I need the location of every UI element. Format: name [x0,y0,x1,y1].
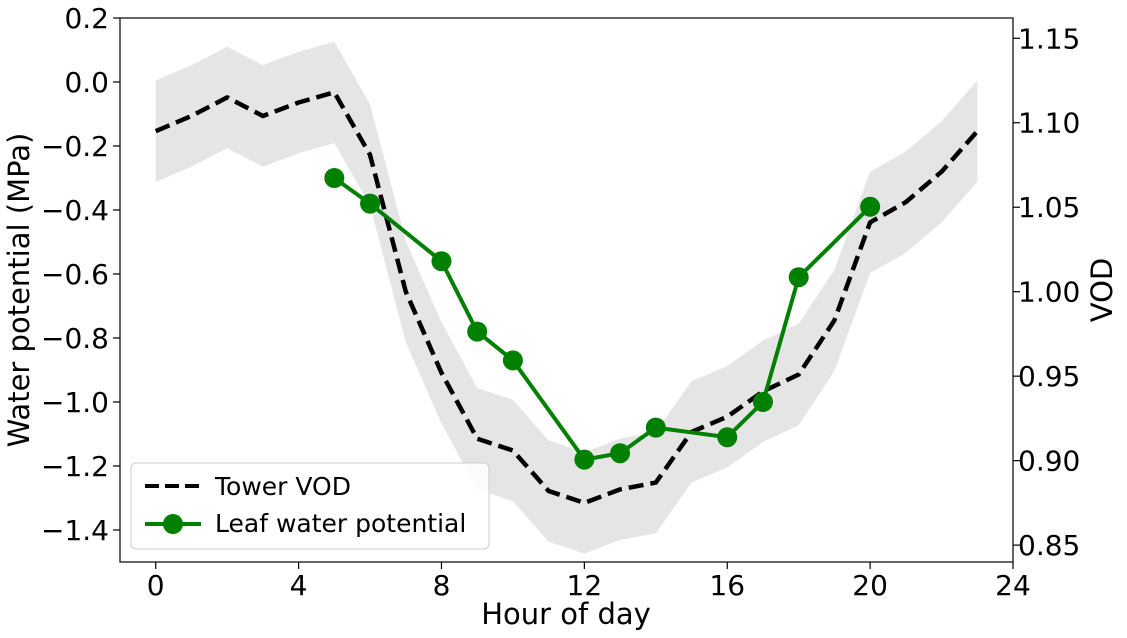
right-y-tick-label: 1.10 [1018,107,1080,140]
legend-label-tower-vod: Tower VOD [214,472,351,501]
right-y-tick-label: 0.95 [1018,360,1080,393]
x-tick-label: 0 [147,569,165,602]
legend-swatch-leaf-water-potential-marker [163,514,183,534]
tower-vod-uncertainty-band [155,41,978,554]
leaf-water-potential-marker [360,193,381,214]
legend-label-leaf-water-potential: Leaf water potential [215,509,466,538]
legend: Tower VOD Leaf water potential [130,462,490,550]
leaf-water-potential-marker [324,168,345,188]
right-y-tick-label: 1.15 [1018,22,1080,55]
x-axis-title: Hour of day [481,597,651,631]
leaf-water-potential-marker [860,196,881,217]
vod-uncertainty-band-layer [155,41,978,554]
right-y-tick-label: 0.90 [1018,445,1080,478]
left-y-tick-label: −1.0 [41,386,109,419]
right-y-tick-label: 1.05 [1018,191,1080,224]
leaf-water-potential-marker [645,417,666,438]
x-tick-label: 20 [852,569,888,602]
leaf-water-potential-marker [717,427,738,448]
leaf-water-potential-marker [431,251,452,272]
leaf-water-potential-marker [502,350,523,371]
left-y-tick-label: −1.2 [41,450,109,483]
right-y-tick-label: 0.85 [1018,529,1080,562]
left-y-tick-label: −1.4 [41,514,109,547]
axis-layer: 0 4 8 12 16 20 24 0.2 0.0 −0.2 −0.4 −0.6 −0.8 −1.0 −1.… [41,2,1080,602]
left-y-tick-label: −0.4 [41,194,109,227]
left-y-tick-label: −0.6 [41,258,109,291]
x-tick-label: 24 [995,569,1031,602]
left-y-tick-label: 0.2 [64,2,109,35]
series-layer [154,90,979,506]
leaf-water-potential-marker [467,321,488,342]
x-tick-label: 8 [433,569,451,602]
right-y-tick-label: 1.00 [1018,276,1080,309]
legend-box [130,462,490,550]
leaf-water-potential-marker [752,392,773,412]
x-tick-label: 16 [709,569,745,602]
left-y-axis-title: Water potential (MPa) [2,133,36,448]
left-y-tick-label: 0.0 [64,66,109,99]
leaf-water-potential-line [333,176,872,462]
x-tick-label: 12 [567,569,603,602]
x-tick-label: 4 [290,569,308,602]
leaf-water-potential-marker [788,267,809,288]
leaf-water-potential-marker [574,449,595,470]
tower-vod-line [154,90,979,506]
plot-frame [119,17,1014,563]
leaf-water-potential-marker [610,443,631,464]
left-y-tick-label: −0.2 [41,130,109,163]
right-y-axis-title: VOD [1085,258,1119,323]
left-y-tick-label: −0.8 [41,322,109,355]
